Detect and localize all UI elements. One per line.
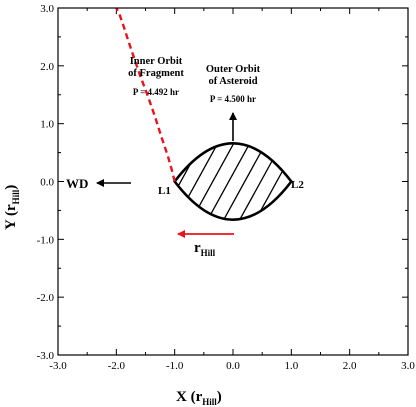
y-axis-label: Y (rHill) [3, 185, 21, 230]
inner-orbit-label-line2: of Fragment [128, 68, 184, 79]
x-axis-label-main: X (r [176, 389, 203, 405]
arrows [96, 112, 237, 238]
axis-ticks [57, 7, 409, 356]
hatch-line [127, 141, 171, 221]
hatch-line [335, 141, 379, 221]
x-tick-label: -3.0 [49, 360, 67, 372]
x-axis-label-close: ) [217, 389, 222, 405]
hill-lobe [127, 141, 395, 221]
outer-orbit-label-line1: Outer Orbit [206, 64, 261, 75]
wd-label: WD [66, 176, 88, 191]
lobe-outline [173, 142, 293, 221]
fragment-orbit-curve [115, 7, 176, 182]
y-tick-label: -3.0 [37, 350, 55, 362]
y-tick-label: 0.0 [40, 177, 54, 189]
outer-period-label: P = 4.500 hr [210, 94, 256, 104]
hatch-line [319, 141, 363, 221]
y-tick-label: 2.0 [40, 61, 54, 73]
lobe-hatching [127, 141, 395, 221]
x-tick-label: 2.0 [343, 360, 357, 372]
inner-period-label: P = 4.492 hr [133, 87, 179, 97]
x-tick-label: -2.0 [108, 360, 126, 372]
inner-orbit-label-line1: Inner Orbit [130, 56, 183, 67]
x-axis-label-sub: Hill [202, 397, 217, 407]
y-tick-label: -2.0 [37, 292, 55, 304]
y-axis-label-sub: Hill [11, 189, 21, 204]
x-tick-label: -1.0 [166, 360, 184, 372]
hatch-line [303, 141, 347, 221]
hatch-line [254, 143, 292, 220]
x-tick-label: 1.0 [284, 360, 298, 372]
x-axis-label: X (rHill) [176, 389, 222, 407]
r-hill-label: rHill [194, 240, 216, 258]
l1-label: L1 [158, 185, 171, 197]
l2-label: L2 [291, 179, 304, 191]
y-axis-label-main: Y (r [3, 204, 19, 230]
hatch-line [351, 141, 395, 221]
outer-orbit-label-line2: of Asteroid [208, 76, 257, 87]
r-hill-label-sub: Hill [201, 248, 216, 258]
y-tick-label: 1.0 [40, 119, 54, 131]
y-tick-label: -1.0 [37, 234, 55, 246]
x-tick-label: 3.0 [401, 360, 415, 372]
tick-labels: -3.0 -2.0 -1.0 0.0 1.0 2.0 3.0 -3.0 -2.0 -1.0 0.0 1… [37, 3, 416, 372]
y-tick-label: 3.0 [40, 3, 54, 15]
y-axis-label-close: ) [3, 185, 19, 190]
r-hill-label-main: r [194, 240, 201, 256]
x-tick-label: 0.0 [226, 360, 240, 372]
plot-frame [57, 7, 409, 356]
hatch-line [222, 143, 268, 220]
hatch-line [206, 143, 252, 220]
